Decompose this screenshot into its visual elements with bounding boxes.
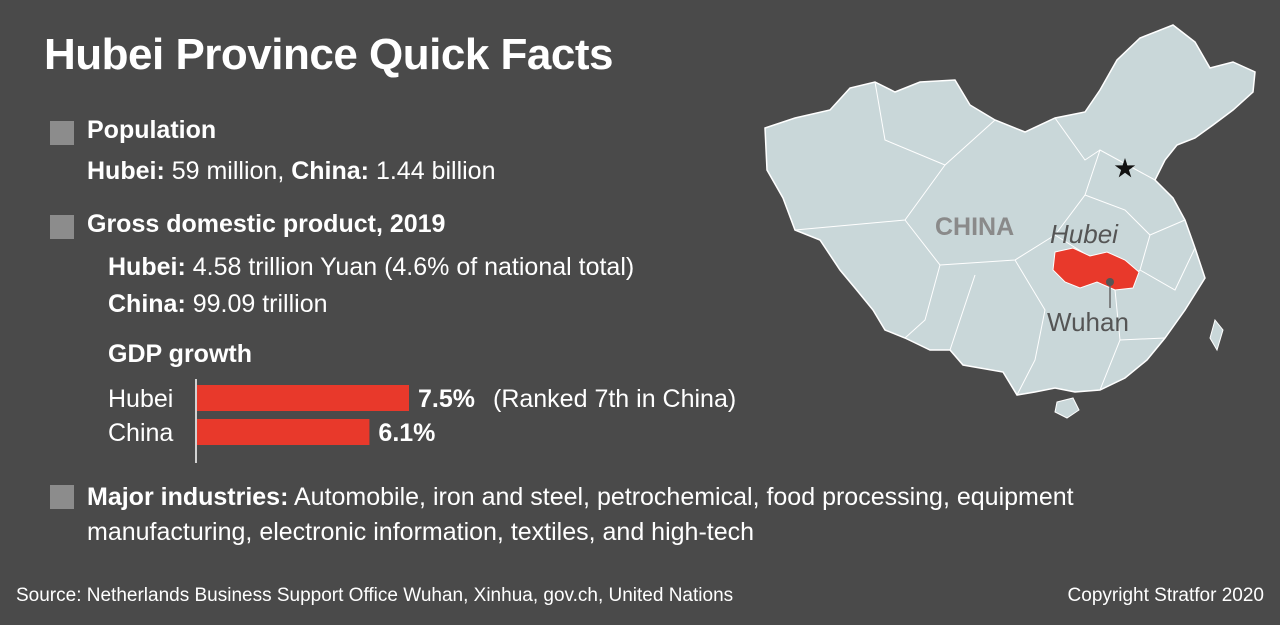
population-china-value: 1.44 billion xyxy=(369,157,496,185)
gdp-hubei-value: 4.58 trillion Yuan (4.6% of national tot… xyxy=(185,253,635,281)
hubei-region xyxy=(1052,247,1140,291)
bar-annotation: (Ranked 7th in China) xyxy=(493,385,736,413)
copyright-note: Copyright Stratfor 2020 xyxy=(1067,585,1264,606)
gdp-china-value: 99.09 trillion xyxy=(185,290,328,318)
gdp-growth-title: GDP growth xyxy=(108,340,252,368)
bar-hubei xyxy=(197,385,409,411)
bar-category-label: Hubei xyxy=(108,385,173,413)
population-hubei-value: 59 million, xyxy=(164,157,285,185)
hainan-island xyxy=(1054,397,1080,419)
population-line: Hubei: 59 million, China: 1.44 billion xyxy=(87,157,496,186)
population-hubei-label: Hubei: xyxy=(87,157,165,185)
population-china-label: China: xyxy=(291,157,370,185)
map-province-label: Hubei xyxy=(1050,219,1119,249)
bar-china xyxy=(197,419,370,445)
industries-list: Automobile, iron and steel, petrochemica… xyxy=(87,483,1074,546)
map-country-label: CHINA xyxy=(935,213,1014,241)
china-map: CHINA Hubei Wuhan xyxy=(764,24,1256,419)
source-note: Source: Netherlands Business Support Off… xyxy=(16,585,734,606)
bullet-square xyxy=(50,121,74,145)
gdp-growth-chart: Hubei 7.5% (Ranked 7th in China) China 6.1% xyxy=(108,379,736,463)
beijing-star-icon xyxy=(1114,158,1136,178)
map-city-label: Wuhan xyxy=(1047,307,1129,337)
gdp-hubei-label: Hubei: xyxy=(108,253,186,281)
bullet-square xyxy=(50,485,74,509)
industries-label: Major industries: xyxy=(87,483,289,511)
bar-category-label: China xyxy=(108,419,173,447)
bullet-square xyxy=(50,215,74,239)
bar-value-label: 6.1% xyxy=(378,419,435,447)
industries-text: Major industries: Automobile, iron and s… xyxy=(87,480,1237,550)
taiwan-island xyxy=(1209,318,1224,352)
gdp-china-line: China: 99.09 trillion xyxy=(108,290,328,319)
gdp-heading: Gross domestic product, 2019 xyxy=(87,210,446,238)
bar-value-label: 7.5% xyxy=(418,385,475,413)
population-heading: Population xyxy=(87,116,217,144)
gdp-china-label: China: xyxy=(108,290,186,318)
gdp-hubei-line: Hubei: 4.58 trillion Yuan (4.6% of natio… xyxy=(108,253,634,282)
page-title: Hubei Province Quick Facts xyxy=(44,30,613,79)
china-outline xyxy=(764,24,1256,396)
wuhan-marker-icon xyxy=(1106,278,1114,286)
